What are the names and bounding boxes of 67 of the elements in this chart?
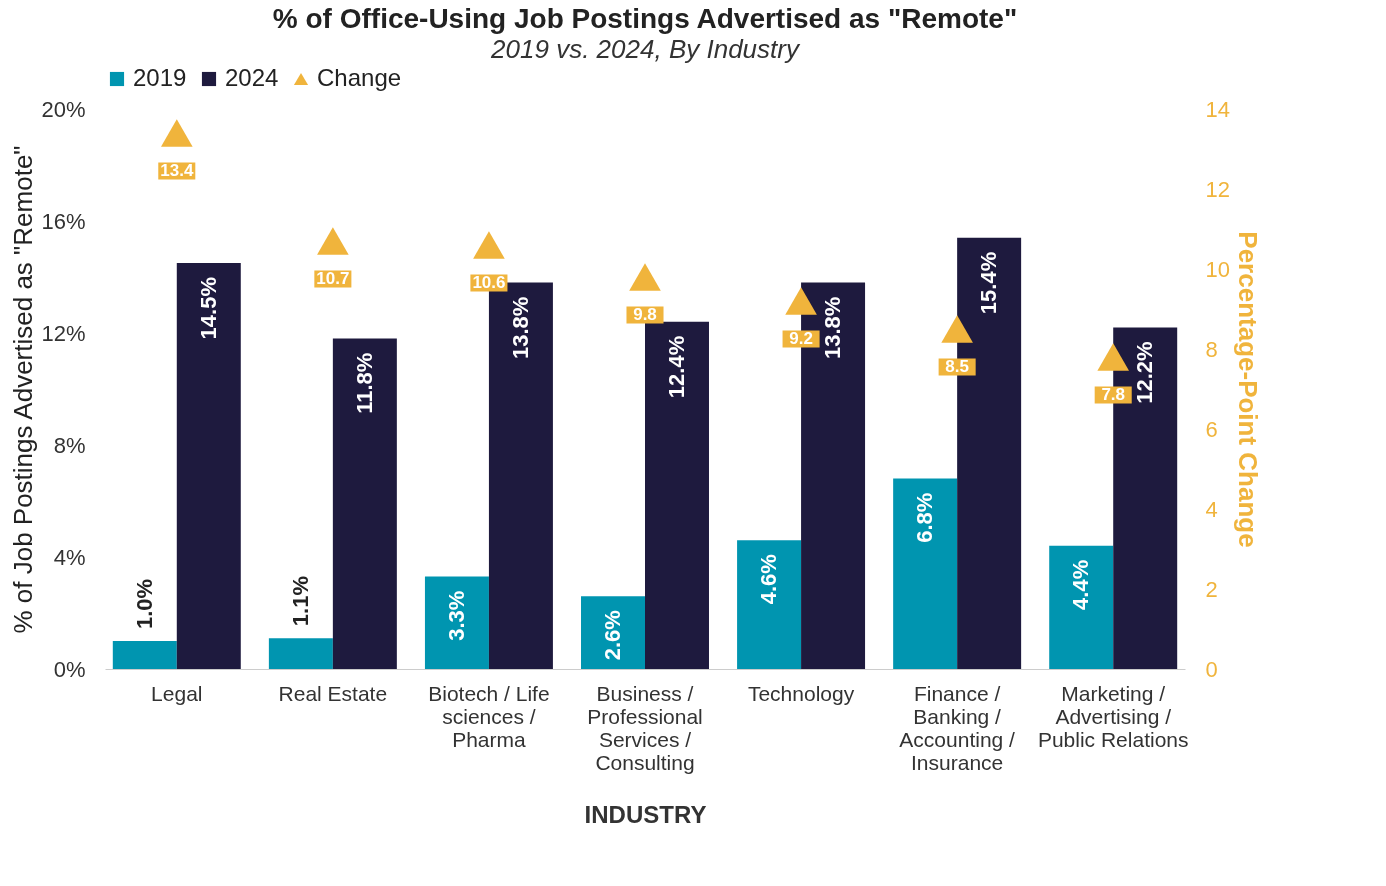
y2-tick-label: 8: [1205, 336, 1218, 362]
data-label: 6.8%: [912, 492, 938, 543]
bar: [424, 576, 489, 669]
y2-axis-title: Percentage-Point Change: [1232, 231, 1263, 548]
data-label: 10.6: [472, 273, 506, 292]
y2-tick-label: 0: [1205, 656, 1218, 682]
bar: [332, 338, 397, 669]
point: [941, 315, 973, 343]
y-tick-label: 4%: [53, 544, 86, 570]
y-tick-label: 12%: [41, 320, 86, 346]
data-label: 10.7: [316, 269, 350, 288]
bar: [268, 638, 333, 669]
chart-title: % of Office-Using Job Postings Advertised as "Remote": [272, 3, 1018, 34]
x-tick-label: Marketing / Advertising / Public Relations: [1037, 681, 1189, 751]
legend-label: 2019: [133, 64, 187, 91]
bar: [112, 641, 177, 669]
x-tick-label: Real Estate: [278, 681, 388, 705]
y-tick-label: 0%: [53, 656, 86, 682]
data-label: 13.4: [160, 161, 194, 180]
chart-subtitle: 2019 vs. 2024, By Industry: [490, 34, 801, 64]
data-label: 4.6%: [756, 554, 782, 605]
bar: [176, 263, 241, 669]
point: [160, 119, 193, 147]
data-label: 1.0%: [131, 578, 157, 629]
data-label: 9.8: [633, 305, 657, 324]
data-label: 9.2: [789, 329, 813, 348]
data-label: 1.1%: [287, 576, 313, 627]
y2-tick-label: 14: [1205, 96, 1230, 122]
point: [473, 231, 505, 259]
y-tick-label: 20%: [41, 96, 86, 122]
bar: [893, 478, 958, 669]
data-label: 15.4%: [976, 251, 1002, 315]
bar: [581, 596, 645, 669]
x-axis-title: INDUSTRY: [584, 800, 707, 828]
x-tick-label: Technology: [747, 681, 855, 705]
x-tick-label: Business / Professional Services / Consulting: [587, 681, 703, 774]
data-label: 13.8%: [507, 296, 533, 359]
data-label: 2.6%: [600, 610, 626, 661]
legend-label: Change: [317, 64, 402, 91]
y-tick-label: 8%: [53, 432, 86, 458]
x-tick-label: Biotech / Life sciences / Pharma: [428, 681, 550, 751]
data-label: 14.5%: [195, 277, 221, 340]
point: [1097, 343, 1130, 371]
data-label: 7.8: [1101, 385, 1126, 404]
y2-tick-label: 4: [1205, 496, 1218, 522]
y2-tick-label: 10: [1205, 256, 1230, 282]
y2-tick-label: 12: [1205, 176, 1230, 202]
point: [629, 263, 661, 291]
data-label: 11.8%: [351, 352, 377, 414]
data-label: 12.4%: [663, 335, 689, 399]
y-tick-label: 16%: [41, 208, 86, 234]
data-label: 13.8%: [820, 296, 846, 359]
bar: [737, 540, 802, 669]
y2-tick-label: 2: [1205, 576, 1218, 602]
legend-label: 2024: [225, 64, 279, 91]
data-label: 4.4%: [1068, 559, 1094, 610]
point: [785, 287, 817, 315]
bar: [1049, 545, 1114, 669]
bar: [645, 321, 709, 669]
x-tick-label: Legal: [151, 681, 203, 705]
y2-tick-label: 6: [1205, 416, 1218, 442]
data-label: 8.5: [945, 357, 969, 376]
data-label: 3.3%: [443, 590, 469, 641]
y-axis-title: % of Job Postings Advertised as "Remote": [8, 145, 39, 634]
data-label: 12.2%: [1132, 341, 1158, 404]
x-tick-label: Finance / Banking / Accounting / Insurance: [899, 681, 1016, 774]
point: [317, 227, 349, 255]
